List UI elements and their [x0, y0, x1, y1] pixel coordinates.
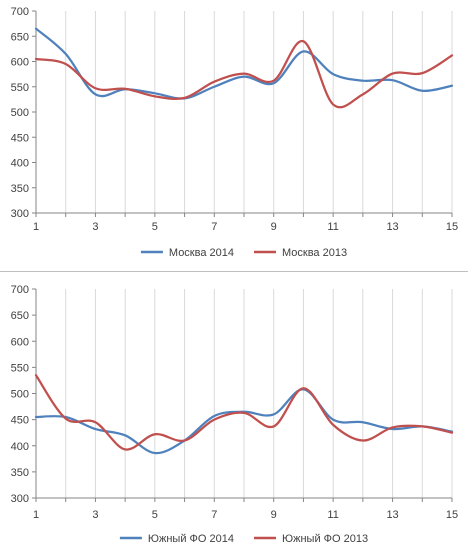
y-tick-label: 450 [11, 415, 29, 427]
x-tick-label: 7 [211, 221, 217, 233]
legend-label-1: Москва 2013 [282, 247, 347, 259]
x-tick-label: 15 [446, 509, 458, 521]
series-line-1 [34, 374, 454, 451]
x-tick-label: 1 [33, 221, 39, 233]
x-tick-label: 5 [152, 221, 158, 233]
y-tick-label: 400 [11, 441, 29, 453]
y-tick-label: 600 [11, 57, 29, 69]
series-line-1 [34, 40, 454, 109]
x-tick-label: 9 [271, 509, 277, 521]
y-tick-label: 300 [11, 493, 29, 505]
y-tick-label: 650 [11, 31, 29, 43]
x-tick-label: 15 [446, 221, 458, 233]
x-tick-label: 3 [92, 509, 98, 521]
chart-moscow: 300 350 400 450 500 550 600 650 700 1 3 5 7 9 11 13 15 Мо… [0, 0, 468, 272]
y-tick-label: 400 [11, 158, 29, 170]
x-tick-label: 3 [92, 221, 98, 233]
x-tick-label: 7 [211, 509, 217, 521]
y-tick-label: 550 [11, 82, 29, 94]
y-tick-label: 700 [11, 284, 29, 296]
y-tick-label: 500 [11, 107, 29, 119]
y-tick-label: 450 [11, 132, 29, 144]
y-tick-label: 500 [11, 389, 29, 401]
chart-divider [0, 271, 468, 272]
y-tick-label: 350 [11, 467, 29, 479]
x-tick-label: 13 [386, 509, 398, 521]
chart-south: 300 350 400 450 500 550 600 650 700 1 3 5 7 9 11 13 15 Юж… [0, 272, 468, 554]
y-tick-label: 600 [11, 336, 29, 348]
legend-label-1: Южный ФО 2013 [282, 533, 368, 545]
legend-label-0: Москва 2014 [169, 247, 234, 259]
y-tick-label: 550 [11, 362, 29, 374]
y-tick-label: 650 [11, 310, 29, 322]
y-tick-label: 700 [11, 6, 29, 18]
x-tick-label: 11 [327, 509, 338, 521]
x-tick-label: 13 [386, 221, 398, 233]
x-tick-label: 9 [271, 221, 277, 233]
x-tick-label: 1 [33, 509, 39, 521]
y-tick-label: 300 [11, 208, 29, 220]
x-tick-label: 11 [327, 221, 338, 233]
legend-label-0: Южный ФО 2014 [148, 533, 234, 545]
y-tick-label: 350 [11, 183, 29, 195]
x-tick-label: 5 [152, 509, 158, 521]
